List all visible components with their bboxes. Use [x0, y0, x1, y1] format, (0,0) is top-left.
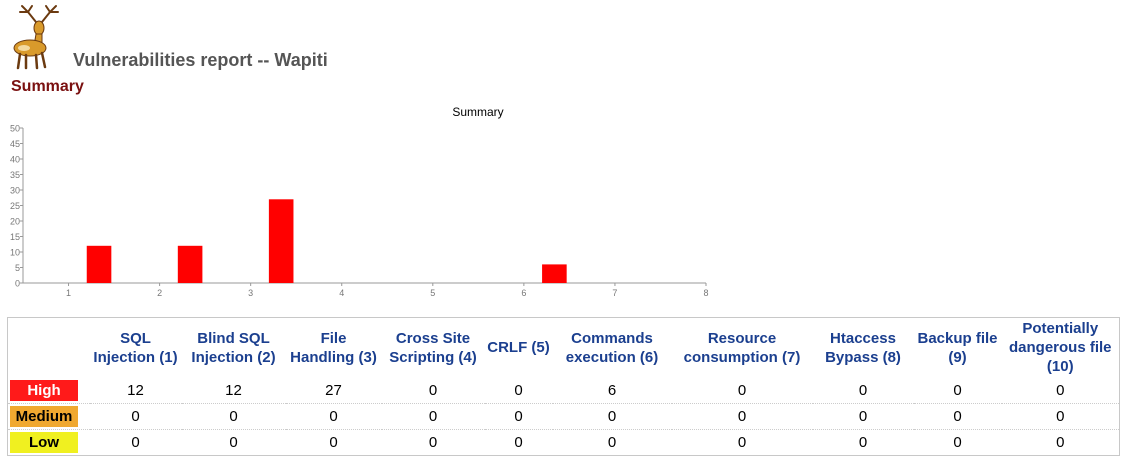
- bar: [86, 245, 112, 283]
- table-body: High 12 12 27 0 0 6 0 0 0 0 Medium 0 0 0 0 0 0 0 0 0 0 Low 0 0 0 0…: [7, 377, 1120, 456]
- count-cell: 0: [484, 429, 553, 456]
- count-cell: 0: [285, 403, 382, 430]
- count-cell: 0: [1001, 403, 1120, 430]
- bars: [86, 199, 567, 283]
- count-cell: 0: [671, 403, 813, 430]
- count-cell: 0: [181, 403, 286, 430]
- count-cell: 27: [285, 377, 382, 404]
- x-tick-label: 1: [66, 288, 71, 298]
- count-cell: 0: [671, 377, 813, 404]
- count-cell: 0: [381, 403, 485, 430]
- bar: [542, 264, 567, 283]
- y-tick-label: 5: [15, 263, 20, 273]
- count-cell: 0: [812, 403, 914, 430]
- table-row: High 12 12 27 0 0 6 0 0 0 0: [7, 377, 1120, 404]
- count-cell: 0: [89, 403, 182, 430]
- column-header: Resource consumption (7): [683, 329, 801, 366]
- count-cell: 0: [1001, 377, 1120, 404]
- count-cell: 0: [484, 403, 553, 430]
- page-title: Vulnerabilities report -- Wapiti: [73, 50, 328, 70]
- column-header: File Handling (3): [290, 329, 377, 366]
- count-cell: 0: [913, 377, 1002, 404]
- column-header: SQL Injection (1): [93, 329, 178, 366]
- count-cell: 6: [552, 377, 672, 404]
- y-tick-label: 40: [10, 155, 20, 165]
- y-tick-label: 10: [10, 248, 20, 258]
- chart-title: Summary: [452, 105, 503, 119]
- count-cell: 0: [552, 429, 672, 456]
- count-cell: 0: [484, 377, 553, 404]
- column-header: Potentially dangerous file (10): [1008, 320, 1112, 376]
- wapiti-deer-logo: [13, 5, 59, 70]
- severity-cell: High: [7, 377, 90, 404]
- column-header: CRLF (5): [487, 339, 550, 357]
- count-cell: 0: [812, 429, 914, 456]
- vulnerability-summary-table: SQL Injection (1) Blind SQL Injection (2…: [7, 317, 1120, 456]
- count-cell: 0: [381, 377, 485, 404]
- column-header: Htaccess Bypass (8): [825, 329, 901, 366]
- table-row: Medium 0 0 0 0 0 0 0 0 0 0: [7, 403, 1120, 430]
- count-cell: 0: [913, 429, 1002, 456]
- severity-cell: Low: [7, 429, 90, 456]
- x-tick-label: 4: [339, 288, 344, 298]
- x-tick-label: 6: [521, 288, 526, 298]
- severity-label: Low: [10, 431, 78, 453]
- y-tick-label: 15: [10, 232, 20, 242]
- x-tick-label: 7: [612, 288, 617, 298]
- column-header: Commands execution (6): [565, 329, 659, 366]
- count-cell: 12: [89, 377, 182, 404]
- y-tick-label: 35: [10, 170, 20, 180]
- count-cell: 0: [89, 429, 182, 456]
- x-tick-label: 5: [430, 288, 435, 298]
- bar: [177, 245, 203, 283]
- x-tick-label: 8: [703, 288, 708, 298]
- column-header: Cross Site Scripting (4): [389, 329, 477, 366]
- table-header-row: SQL Injection (1) Blind SQL Injection (2…: [8, 318, 1120, 378]
- count-cell: 0: [285, 429, 382, 456]
- count-cell: 0: [812, 377, 914, 404]
- y-tick-label: 50: [10, 124, 20, 134]
- severity-label: High: [10, 379, 78, 401]
- y-tick-label: 30: [10, 186, 20, 196]
- bar: [268, 199, 294, 283]
- count-cell: 0: [381, 429, 485, 456]
- y-tick-label: 0: [15, 279, 20, 289]
- column-header: Blind SQL Injection (2): [191, 329, 276, 366]
- severity-cell: Medium: [7, 403, 90, 430]
- count-cell: 12: [181, 377, 286, 404]
- y-tick-label: 20: [10, 217, 20, 227]
- column-header: Backup file (9): [917, 329, 998, 366]
- count-cell: 0: [181, 429, 286, 456]
- count-cell: 0: [913, 403, 1002, 430]
- x-tick-label: 2: [157, 288, 162, 298]
- count-cell: 0: [1001, 429, 1120, 456]
- summary-heading: Summary: [11, 78, 84, 95]
- count-cell: 0: [671, 429, 813, 456]
- table-row: Low 0 0 0 0 0 0 0 0 0 0: [7, 429, 1120, 456]
- y-axis: 0 5 10 15 20 25 30 35 40 45 50: [10, 124, 24, 289]
- y-tick-label: 25: [10, 201, 20, 211]
- x-axis: 1 2 3 4 5 6 7 8: [23, 282, 709, 298]
- corner-cell: [8, 318, 90, 378]
- severity-label: Medium: [10, 405, 78, 427]
- count-cell: 0: [552, 403, 672, 430]
- x-tick-label: 3: [248, 288, 253, 298]
- y-tick-label: 45: [10, 139, 20, 149]
